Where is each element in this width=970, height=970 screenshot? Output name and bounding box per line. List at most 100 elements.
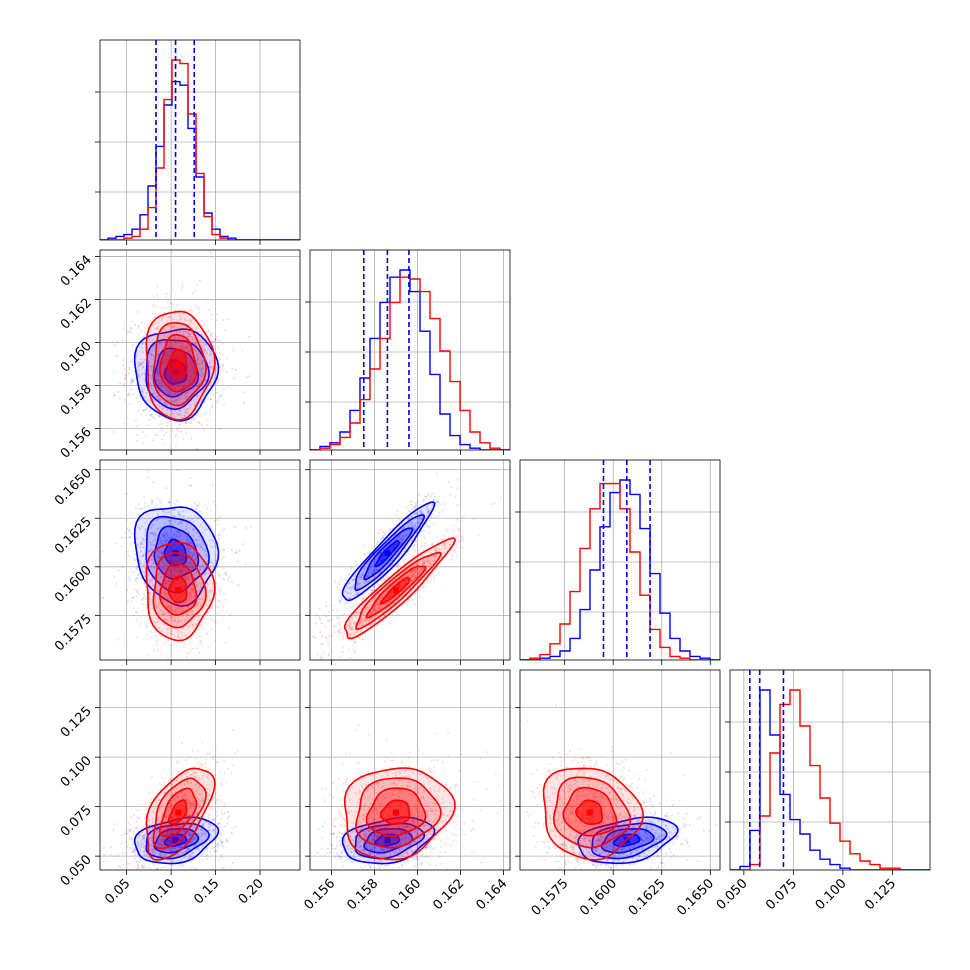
scatter-point <box>154 377 157 380</box>
scatter-point <box>211 582 214 585</box>
scatter-point <box>199 592 202 595</box>
scatter-point <box>208 589 212 592</box>
scatter-point <box>186 335 189 339</box>
scatter-point <box>155 550 158 553</box>
scatter-point <box>337 630 341 633</box>
scatter-point <box>351 627 354 630</box>
scatter-point <box>180 387 184 390</box>
scatter-point <box>140 362 143 365</box>
scatter-point <box>135 353 139 356</box>
scatter-point <box>197 331 200 334</box>
scatter-point <box>153 416 156 419</box>
scatter-point <box>339 631 342 635</box>
scatter-point <box>179 409 182 412</box>
scatter-point <box>196 395 199 398</box>
scatter-point <box>195 401 198 404</box>
scatter-point <box>372 612 375 615</box>
scatter-point <box>147 582 151 585</box>
scatter-point <box>179 430 183 433</box>
scatter-point <box>121 545 124 548</box>
scatter-point <box>136 372 139 375</box>
scatter-point <box>179 391 183 395</box>
scatter-point <box>173 386 176 389</box>
scatter-point <box>421 563 424 567</box>
scatter-point <box>143 849 146 853</box>
scatter-point <box>187 605 190 608</box>
scatter-point <box>152 577 155 580</box>
panel-frame <box>309 459 511 661</box>
scatter-point <box>230 548 233 552</box>
scatter-point <box>153 344 156 347</box>
scatter-point <box>164 592 167 595</box>
scatter-point <box>116 638 119 642</box>
scatter-point <box>155 621 158 624</box>
scatter-point <box>151 558 154 561</box>
scatter-point <box>410 500 413 503</box>
scatter-point <box>425 505 428 509</box>
scatter-point <box>178 514 181 517</box>
scatter-point <box>142 595 146 599</box>
scatter-point <box>185 340 188 343</box>
scatter-point <box>173 337 177 340</box>
scatter-point <box>429 555 432 559</box>
scatter-point <box>198 510 202 513</box>
scatter-point <box>163 306 167 310</box>
scatter-point <box>166 389 169 392</box>
scatter-point <box>159 387 162 390</box>
scatter-point <box>439 503 442 506</box>
scatter-point <box>320 634 324 638</box>
scatter-point <box>179 538 182 541</box>
scatter-point <box>167 350 170 354</box>
scatter-point <box>415 567 418 570</box>
scatter-point <box>144 374 147 377</box>
scatter-point <box>164 582 167 585</box>
scatter-point <box>148 591 151 594</box>
scatter-point <box>151 397 155 400</box>
scatter-point <box>185 544 188 547</box>
scatter-point <box>168 522 172 525</box>
scatter-point <box>173 574 176 577</box>
scatter-point <box>219 394 223 397</box>
scatter-point <box>221 364 224 367</box>
scatter-point <box>151 523 154 527</box>
scatter-point <box>183 574 187 577</box>
scatter-point <box>421 562 424 565</box>
scatter-point <box>142 546 145 549</box>
scatter-point <box>177 413 180 417</box>
scatter-point <box>381 594 384 598</box>
scatter-point <box>138 527 142 530</box>
scatter-point <box>181 386 185 389</box>
scatter-point <box>314 622 318 625</box>
scatter-point <box>196 357 200 360</box>
scatter-point <box>165 369 168 372</box>
scatter-point <box>191 622 194 625</box>
scatter-point <box>167 596 171 599</box>
scatter-point <box>425 515 429 518</box>
scatter-point <box>187 412 190 415</box>
scatter-point <box>352 578 355 581</box>
scatter-point <box>433 498 436 501</box>
scatter-point <box>188 309 191 312</box>
scatter-point <box>410 570 413 573</box>
scatter-point <box>437 571 440 574</box>
scatter-point <box>197 383 200 386</box>
scatter-point <box>193 373 196 376</box>
scatter-point <box>118 397 121 400</box>
scatter-point <box>205 507 209 510</box>
scatter-point <box>213 519 216 522</box>
scatter-point <box>197 355 201 358</box>
scatter-point <box>216 518 219 522</box>
scatter-point <box>162 394 165 397</box>
scatter-point <box>161 361 164 364</box>
scatter-point <box>165 816 168 819</box>
scatter-point <box>204 412 207 415</box>
scatter-point <box>211 332 214 336</box>
scatter-point <box>198 597 201 601</box>
scatter-point <box>213 339 216 342</box>
scatter-point <box>410 578 413 581</box>
scatter-point <box>133 851 136 854</box>
scatter-point <box>139 562 142 565</box>
scatter-point <box>137 400 141 403</box>
scatter-point <box>183 347 186 350</box>
scatter-point <box>335 609 339 612</box>
